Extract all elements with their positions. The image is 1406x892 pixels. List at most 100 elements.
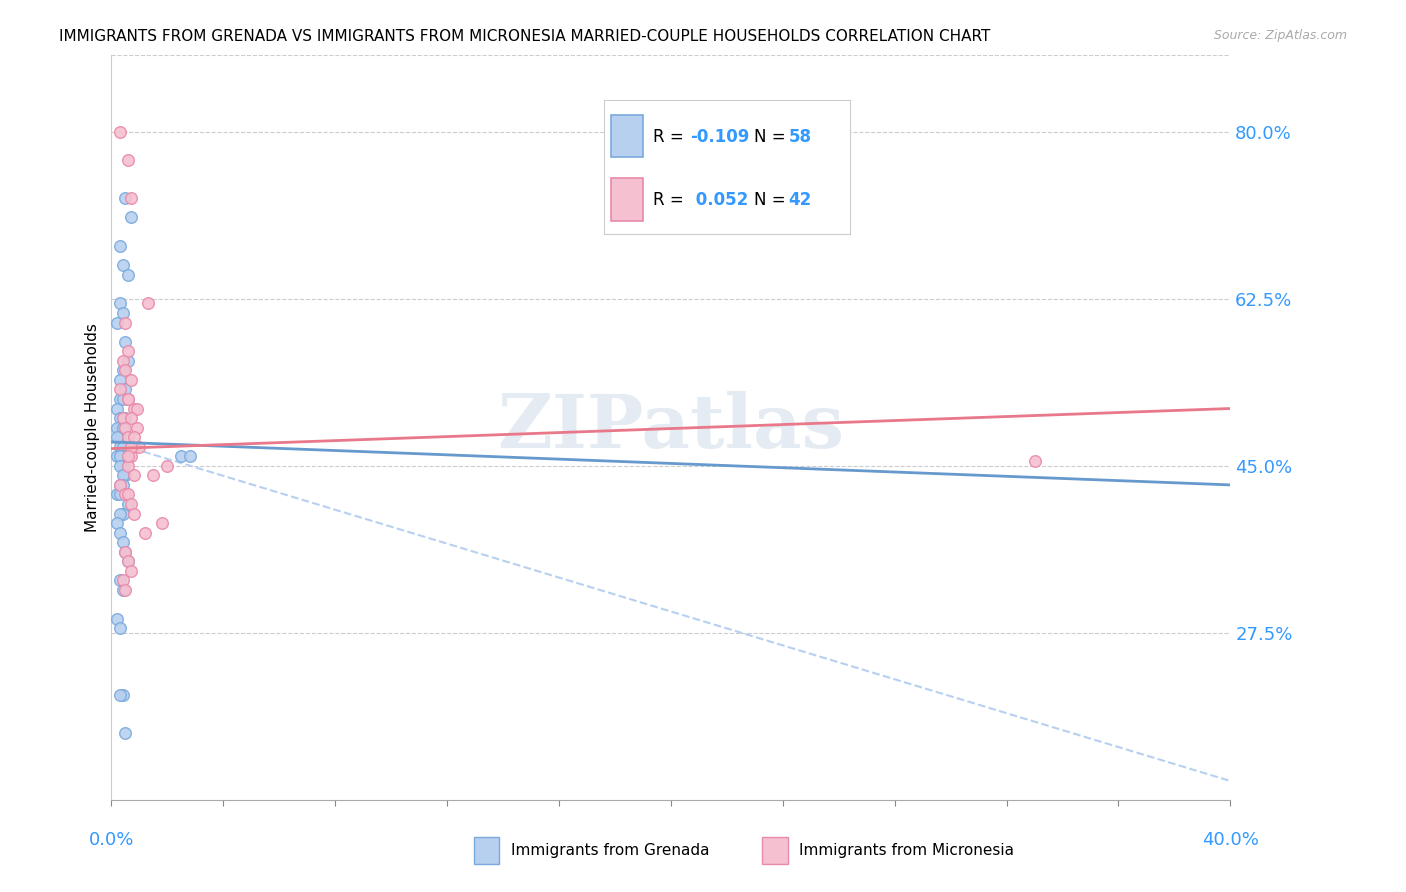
Point xyxy=(108,392,131,406)
Point xyxy=(114,582,136,597)
Y-axis label: Married-couple Households: Married-couple Households xyxy=(86,323,100,532)
Point xyxy=(108,430,131,444)
Point xyxy=(114,334,136,349)
Point xyxy=(108,411,131,425)
Point xyxy=(114,487,136,501)
Point xyxy=(111,468,134,483)
Point xyxy=(120,373,142,387)
Point xyxy=(111,306,134,320)
Point xyxy=(122,440,145,454)
Point xyxy=(111,535,134,549)
Point xyxy=(122,468,145,483)
Point xyxy=(108,373,131,387)
Point xyxy=(111,458,134,473)
Point xyxy=(114,316,136,330)
Point xyxy=(108,440,131,454)
Point xyxy=(111,582,134,597)
Point xyxy=(117,153,139,168)
Point xyxy=(120,497,142,511)
Point xyxy=(134,525,156,540)
Point xyxy=(108,478,131,492)
Text: 0.0%: 0.0% xyxy=(89,831,134,849)
Point xyxy=(108,574,131,588)
Point xyxy=(108,478,131,492)
Point xyxy=(120,191,142,205)
Point xyxy=(120,411,142,425)
Point xyxy=(122,430,145,444)
Point xyxy=(111,507,134,521)
Point xyxy=(114,191,136,205)
Point xyxy=(105,516,128,530)
Point xyxy=(108,124,131,138)
Point xyxy=(114,420,136,434)
Point xyxy=(156,458,179,473)
Text: IMMIGRANTS FROM GRENADA VS IMMIGRANTS FROM MICRONESIA MARRIED-COUPLE HOUSEHOLDS : IMMIGRANTS FROM GRENADA VS IMMIGRANTS FR… xyxy=(59,29,990,44)
Point xyxy=(108,458,131,473)
Point xyxy=(117,458,139,473)
Point xyxy=(117,392,139,406)
Point xyxy=(120,564,142,578)
Text: 40.0%: 40.0% xyxy=(1202,831,1258,849)
Point xyxy=(117,392,139,406)
Point xyxy=(105,401,128,416)
Point xyxy=(117,554,139,568)
Point xyxy=(117,353,139,368)
Point xyxy=(128,440,150,454)
Point xyxy=(117,487,139,501)
Point xyxy=(111,478,134,492)
Point xyxy=(105,487,128,501)
Point xyxy=(117,450,139,464)
Point xyxy=(111,574,134,588)
Point xyxy=(111,411,134,425)
Point xyxy=(111,258,134,272)
Point xyxy=(125,420,148,434)
Point xyxy=(179,450,201,464)
Point xyxy=(117,554,139,568)
Text: Immigrants from Micronesia: Immigrants from Micronesia xyxy=(799,843,1014,858)
Point xyxy=(125,401,148,416)
Point xyxy=(117,430,139,444)
Point xyxy=(111,440,134,454)
Point xyxy=(114,545,136,559)
Point xyxy=(122,401,145,416)
Point xyxy=(142,468,165,483)
Point xyxy=(108,507,131,521)
Point xyxy=(108,487,131,501)
Point xyxy=(111,420,134,434)
Point xyxy=(111,688,134,702)
Point xyxy=(114,468,136,483)
Point xyxy=(114,363,136,377)
Point xyxy=(105,430,128,444)
Point xyxy=(111,353,134,368)
Point xyxy=(1024,454,1046,468)
Point xyxy=(122,507,145,521)
Point xyxy=(108,525,131,540)
Point xyxy=(120,440,142,454)
Point xyxy=(150,516,173,530)
Point xyxy=(111,440,134,454)
Point xyxy=(105,612,128,626)
Point xyxy=(114,726,136,740)
Point xyxy=(105,420,128,434)
Point xyxy=(108,450,131,464)
Text: ZIPatlas: ZIPatlas xyxy=(498,391,845,464)
Point xyxy=(108,420,131,434)
Point xyxy=(114,450,136,464)
Point xyxy=(108,688,131,702)
Text: Immigrants from Grenada: Immigrants from Grenada xyxy=(510,843,709,858)
Point xyxy=(114,411,136,425)
Point xyxy=(108,430,131,444)
Point xyxy=(111,450,134,464)
Text: Source: ZipAtlas.com: Source: ZipAtlas.com xyxy=(1213,29,1347,42)
Point xyxy=(108,450,131,464)
Point xyxy=(120,450,142,464)
Point xyxy=(108,239,131,253)
Point xyxy=(170,450,193,464)
Point xyxy=(108,621,131,635)
Point xyxy=(108,296,131,310)
Point xyxy=(120,211,142,225)
Point xyxy=(136,296,159,310)
Point xyxy=(108,383,131,397)
Point xyxy=(105,316,128,330)
Point xyxy=(111,363,134,377)
